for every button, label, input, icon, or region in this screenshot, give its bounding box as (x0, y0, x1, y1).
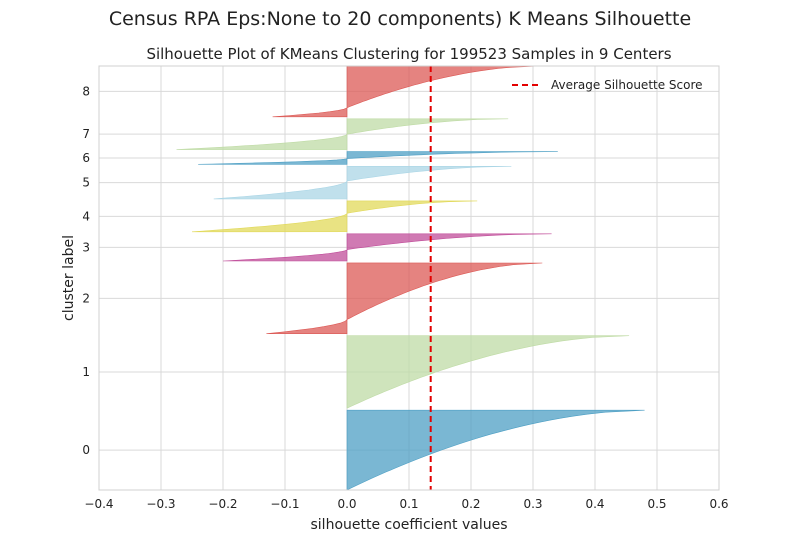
y-tick-label: 4 (82, 209, 90, 223)
silhouette-cluster-1 (346, 335, 630, 409)
silhouette-cluster-6 (198, 151, 558, 165)
x-tick-label: 0.4 (585, 497, 604, 511)
y-tick-label: 6 (82, 151, 90, 165)
x-axis-label: silhouette coefficient values (311, 517, 508, 533)
silhouette-cluster-3 (222, 233, 552, 262)
x-tick-label: −0.3 (146, 497, 175, 511)
silhouette-cluster-5 (213, 165, 512, 200)
x-tick-label: −0.2 (208, 497, 237, 511)
y-axis-label: cluster label (61, 235, 77, 321)
silhouette-areas (176, 65, 645, 491)
silhouette-cluster-8 (272, 65, 540, 118)
y-tick-label: 8 (82, 84, 90, 98)
x-tick-label: 0.3 (523, 497, 542, 511)
x-tick-label: 0.6 (709, 497, 728, 511)
y-tick-label: 3 (82, 240, 90, 254)
plot-border (98, 65, 720, 491)
silhouette-cluster-2 (266, 262, 543, 334)
y-tick-label: 1 (82, 365, 90, 379)
silhouette-cluster-7 (176, 118, 509, 150)
x-tick-labels: −0.4 −0.3 −0.2 −0.1 0.0 0.1 0.2 0.3 0.4 0.5 0.6 (84, 497, 728, 511)
y-tick-label: 0 (82, 443, 90, 457)
x-tick-label: 0.1 (399, 497, 418, 511)
x-tick-label: −0.4 (84, 497, 113, 511)
legend-label: Average Silhouette Score (551, 78, 703, 92)
legend: Average Silhouette Score (512, 78, 703, 92)
x-tick-label: 0.2 (461, 497, 480, 511)
y-tick-labels: 0 1 2 3 4 5 6 7 8 (82, 84, 90, 457)
y-tick-label: 5 (82, 176, 90, 190)
figure-suptitle: Census RPA Eps:None to 20 components) K … (108, 8, 692, 30)
silhouette-cluster-4 (191, 200, 478, 233)
x-tick-label: 0.5 (647, 497, 666, 511)
x-tick-label: −0.1 (270, 497, 299, 511)
y-tick-label: 2 (82, 291, 90, 305)
y-tick-label: 7 (82, 127, 90, 141)
chart-title: Silhouette Plot of KMeans Clustering for… (146, 45, 671, 63)
x-tick-label: 0.0 (337, 497, 356, 511)
silhouette-cluster-0 (346, 409, 645, 491)
